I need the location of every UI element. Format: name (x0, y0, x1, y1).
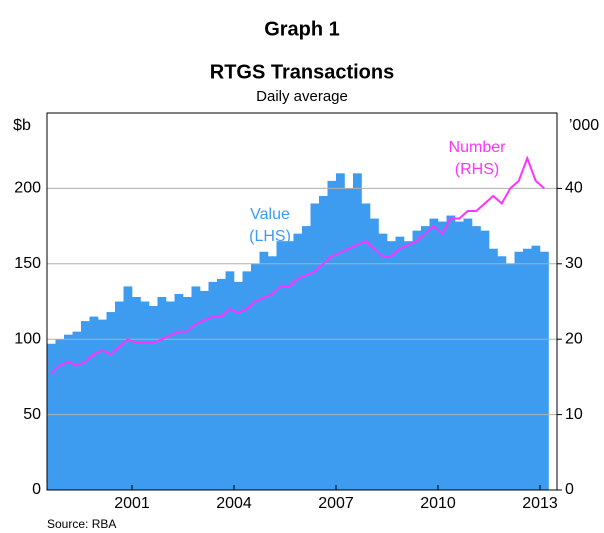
bar (89, 316, 99, 490)
y2-tick-label: 40 (565, 180, 583, 197)
bar (429, 218, 439, 490)
x-tick-label: 2004 (216, 495, 252, 512)
chart-note: Daily average (256, 88, 348, 105)
annotation: (LHS) (249, 228, 291, 245)
y2-tick-label: 30 (565, 255, 583, 272)
annotation: (RHS) (455, 161, 499, 178)
bar (472, 226, 481, 490)
chart-subtitle: RTGS Transactions (210, 61, 395, 83)
bar (361, 203, 371, 491)
bar (81, 321, 90, 490)
bar (455, 221, 464, 491)
bar (421, 226, 430, 490)
line (50, 155, 545, 374)
bar (251, 263, 260, 490)
plot-frame (46, 112, 558, 491)
bar (183, 296, 192, 490)
source: Source: RBA (47, 517, 116, 531)
bar (166, 301, 175, 490)
y-tick-label: 200 (14, 180, 41, 197)
bar (191, 286, 201, 490)
bar (72, 331, 82, 490)
bar (370, 218, 379, 490)
bar (489, 248, 498, 490)
bar (480, 230, 490, 490)
bar (319, 195, 328, 490)
bar (285, 241, 294, 490)
bar (387, 241, 396, 490)
bar (302, 226, 311, 490)
bar (276, 241, 286, 490)
bar (446, 215, 456, 490)
bar (514, 251, 524, 490)
chart-title: Graph 1 (264, 18, 340, 40)
bar (497, 256, 507, 490)
bar (106, 312, 116, 490)
annotation: Number (449, 139, 507, 156)
bar (132, 296, 141, 490)
bar (412, 230, 422, 490)
bar (208, 281, 218, 490)
y2-tick-label: 10 (565, 406, 583, 423)
x-tick-label: 2001 (114, 495, 150, 512)
bar (157, 296, 167, 490)
bar (395, 236, 405, 490)
x-tick-label: 2007 (318, 495, 354, 512)
bar (540, 251, 549, 490)
bar (217, 278, 226, 490)
x-tick-label: 2013 (522, 495, 558, 512)
y-axis-label: $b (13, 117, 31, 134)
bar (225, 271, 235, 490)
y-tick-label: 0 (32, 481, 41, 498)
y-tick-label: 100 (14, 330, 41, 347)
bar (259, 251, 269, 490)
y2-tick-label: 20 (565, 330, 583, 347)
bar (200, 290, 209, 490)
bar (149, 306, 158, 490)
bar (310, 203, 320, 491)
x-tick-label: 2010 (420, 495, 456, 512)
bar (268, 256, 277, 490)
bar (140, 301, 150, 490)
bar (336, 173, 345, 490)
bar (234, 281, 243, 490)
bar (404, 241, 413, 490)
bar (123, 286, 133, 490)
bar (64, 334, 73, 490)
bar (506, 263, 515, 490)
y2-tick-label: 0 (565, 481, 574, 498)
y2-axis-label: ’000 (569, 117, 599, 134)
bar (98, 319, 107, 490)
bar (438, 221, 447, 491)
annotation: Value (250, 206, 290, 223)
bar (174, 293, 184, 490)
y-tick-label: 50 (23, 406, 41, 423)
bar (293, 233, 303, 490)
bar (327, 180, 337, 491)
bar (47, 343, 56, 490)
bar (378, 233, 388, 490)
bar (463, 218, 473, 490)
bar (353, 173, 362, 490)
bar (115, 301, 124, 490)
bar (242, 271, 252, 490)
bar (523, 248, 532, 490)
bar (531, 245, 541, 490)
y-tick-label: 150 (14, 255, 41, 272)
